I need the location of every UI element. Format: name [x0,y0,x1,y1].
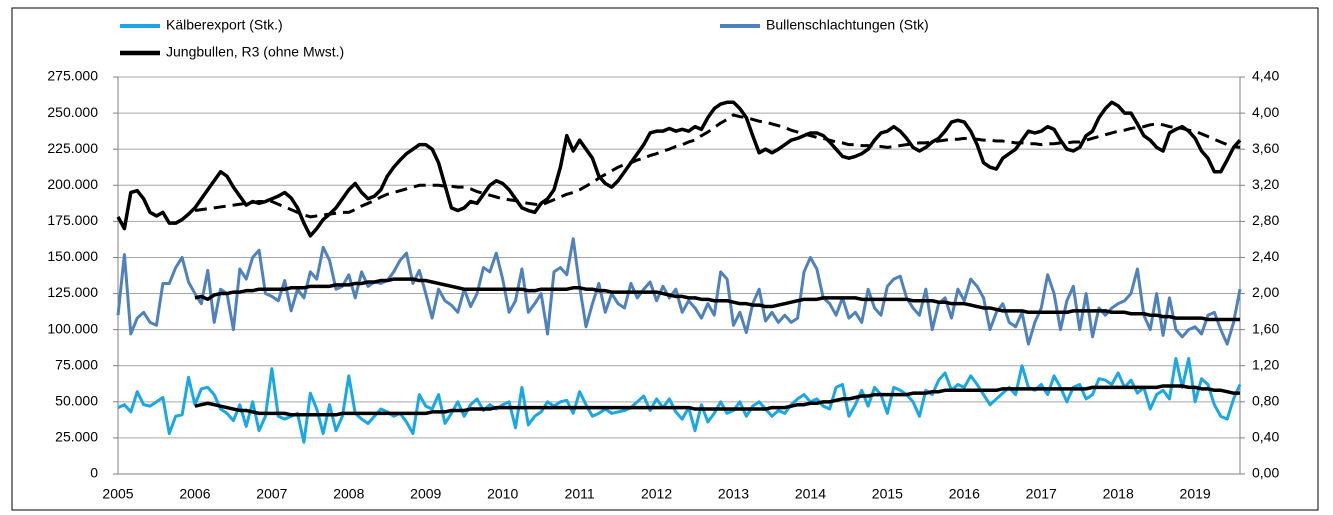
y2-tick-label: 1,60 [1252,320,1279,336]
y2-tick-label: 0,40 [1252,429,1279,445]
legend-label: Jungbullen, R3 (ohne Mwst.) [166,44,344,60]
y-tick-label: 0 [90,465,98,481]
x-tick-label: 2006 [179,486,210,502]
x-tick-label: 2008 [333,486,364,502]
trend-line [194,384,1240,417]
x-tick-label: 2005 [102,486,133,502]
y-tick-label: 150.000 [47,248,98,264]
x-tick-label: 2019 [1180,486,1211,502]
y-tick-label: 100.000 [47,320,98,336]
x-tick-label: 2018 [1103,486,1134,502]
y2-tick-label: 2,00 [1252,284,1279,300]
trend-line [194,113,1241,219]
x-tick-label: 2013 [718,486,749,502]
y-tick-label: 225.000 [47,140,98,156]
y-tick-label: 275.000 [47,68,98,84]
legend-label: Kälberexport (Stk.) [166,17,283,33]
series-line [116,237,1242,346]
y2-tick-label: 4,00 [1252,104,1279,120]
y-tick-label: 250.000 [47,104,98,120]
x-tick-label: 2012 [641,486,672,502]
y2-tick-label: 2,40 [1252,248,1279,264]
y-tick-label: 125.000 [47,284,98,300]
y2-tick-label: 2,80 [1252,212,1279,228]
y2-tick-label: 0,00 [1252,465,1279,481]
x-tick-label: 2007 [256,486,287,502]
x-tick-label: 2010 [487,486,518,502]
y-tick-label: 200.000 [47,176,98,192]
x-tick-label: 2011 [565,486,595,502]
x-tick-label: 2017 [1026,486,1057,502]
x-tick-label: 2016 [949,486,980,502]
y-tick-label: 50.000 [55,393,98,409]
y2-tick-label: 3,60 [1252,140,1279,156]
y-tick-label: 75.000 [55,356,98,372]
y2-tick-label: 3,20 [1252,176,1279,192]
x-tick-label: 2015 [872,486,903,502]
y-tick-label: 175.000 [47,212,98,228]
trend-line [194,277,1240,322]
chart-border [11,7,1319,511]
x-tick-label: 2014 [795,486,826,502]
y-tick-label: 25.000 [55,429,98,445]
series-line [117,357,1242,444]
y2-tick-label: 4,40 [1252,68,1279,84]
y2-tick-label: 1,20 [1252,356,1279,372]
legend-label: Bullenschlachtungen (Stk) [766,17,929,33]
x-tick-label: 2009 [410,486,441,502]
series-line [116,100,1242,238]
y2-tick-label: 0,80 [1252,393,1279,409]
